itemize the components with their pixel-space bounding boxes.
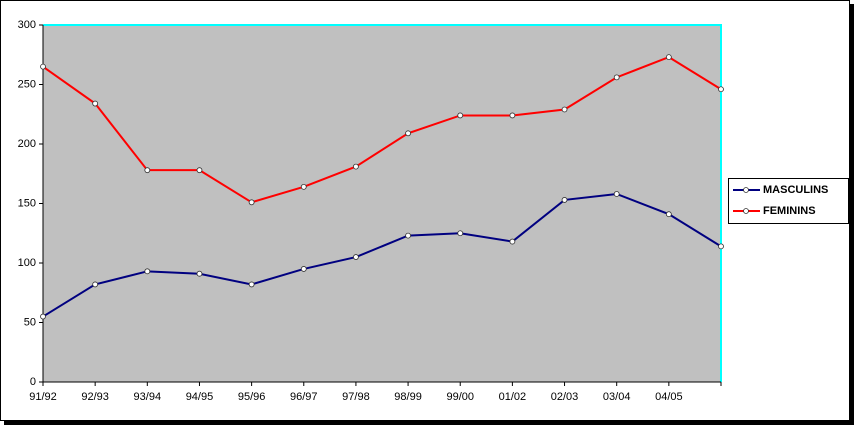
x-tick-label: 91/92: [29, 391, 57, 403]
plot-area: [43, 25, 721, 382]
data-point: [300, 266, 307, 272]
x-tick-label: 01/02: [499, 391, 527, 403]
y-tick-label: 100: [18, 257, 36, 269]
data-point: [144, 268, 151, 275]
data-point: [561, 106, 568, 113]
legend-box: [728, 178, 849, 224]
x-tick-label: 04/05: [655, 391, 683, 403]
data-point: [92, 100, 99, 107]
legend-label: MASCULINS: [763, 184, 828, 196]
data-point: [353, 163, 359, 170]
data-point: [405, 232, 411, 239]
x-tick-label: 03/04: [603, 391, 631, 403]
data-point: [665, 54, 672, 61]
data-point: [509, 112, 516, 119]
data-point: [196, 167, 203, 174]
data-point: [613, 74, 620, 81]
legend-marker: [743, 208, 749, 214]
data-point: [457, 112, 464, 119]
legend-label: FEMININS: [763, 205, 816, 217]
data-point: [718, 243, 724, 250]
data-point: [665, 211, 672, 218]
x-tick-label: 93/94: [134, 391, 162, 403]
data-point: [718, 86, 724, 93]
x-tick-label: 02/03: [551, 391, 579, 403]
data-point: [613, 191, 620, 197]
data-point: [561, 197, 568, 203]
series-line: [42, 56, 722, 204]
data-point: [509, 238, 516, 245]
y-tick-label: 300: [18, 19, 36, 31]
y-tick-label: 50: [24, 316, 36, 328]
x-tick-label: 94/95: [186, 391, 214, 403]
y-tick-label: 150: [18, 197, 36, 209]
x-tick-label: 95/96: [238, 391, 266, 403]
data-point: [457, 230, 464, 237]
data-point: [248, 199, 255, 206]
data-point: [40, 313, 46, 320]
data-point: [353, 254, 359, 260]
x-tick-label: 92/93: [81, 391, 109, 403]
data-point: [300, 183, 307, 190]
x-tick-label: 98/99: [394, 391, 422, 403]
y-tick-label: 250: [18, 78, 36, 90]
data-point: [196, 270, 203, 277]
legend-marker: [743, 187, 749, 193]
data-point: [248, 281, 255, 288]
y-tick-label: 200: [18, 138, 36, 150]
series-line: [42, 192, 722, 318]
x-tick-label: 97/98: [342, 391, 370, 403]
data-point: [40, 63, 46, 70]
data-point: [144, 167, 151, 174]
data-point: [405, 130, 411, 137]
x-tick-label: 99/00: [446, 391, 474, 403]
y-tick-label: 0: [30, 376, 36, 388]
x-tick-label: 96/97: [290, 391, 318, 403]
data-point: [92, 281, 99, 288]
